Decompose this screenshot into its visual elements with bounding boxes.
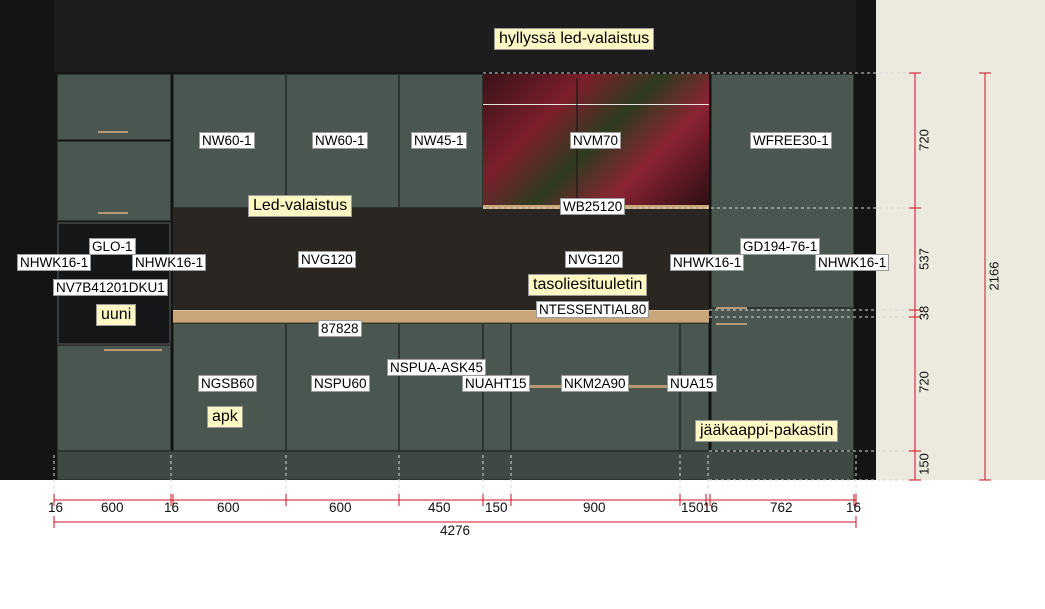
label-nua: NUA15 [667,375,717,392]
label-nkm: NKM2A90 [561,375,629,392]
dim-width-1: 16 [48,500,64,515]
dim-height-4: 720 [916,371,932,393]
tall-cabinet-top-door[interactable] [57,74,171,140]
label-wb25120: WB25120 [560,198,626,215]
dim-width-10: 16 [703,500,719,515]
ceiling-area [54,0,856,72]
dim-height-total: 2166 [986,261,1002,291]
fridge-handle [716,323,747,325]
label-nhwk-1: NHWK16-1 [17,254,92,271]
dim-height-1: 720 [916,129,932,151]
tall-cabinet-mid-door[interactable] [57,141,171,221]
door-handle [98,131,128,133]
dim-width-3: 16 [164,500,180,515]
label-led-lighting: Led-valaistus [248,195,353,217]
dim-width-total: 4276 [440,523,471,538]
side-wall [876,0,1045,480]
dim-width-9: 150 [681,500,704,515]
tall-cabinet-bottom-door[interactable] [57,345,171,451]
label-ngsb: NGSB60 [198,375,258,392]
label-fridge: jääkaappi-pakastin [695,420,839,442]
dim-width-7: 150 [485,500,508,515]
shelf-line [483,104,709,105]
label-shelf-led: hyllyssä led-valaistus [494,28,655,50]
label-nhwk-2: NHWK16-1 [132,254,207,271]
label-nhwk-3: NHWK16-1 [670,254,745,271]
label-ntessential: NTESSENTIAL80 [536,301,650,318]
label-nvg-right: NVG120 [565,251,623,268]
label-nuaht: NUAHT15 [462,375,530,392]
label-nspua: NSPUA-ASK45 [387,359,487,376]
dim-width-4: 600 [217,500,240,515]
dim-width-5: 600 [329,500,352,515]
dim-width-11: 762 [770,500,793,515]
label-hood: tasoliesituuletin [528,274,648,296]
door-handle [98,212,128,214]
dim-height-3: 38 [916,305,932,321]
label-worktop: 87828 [318,320,362,337]
dim-width-8: 900 [583,500,606,515]
label-oven: uuni [96,304,137,326]
label-nw45: NW45-1 [411,132,467,149]
label-nvm70: NVM70 [570,132,622,149]
label-nspu: NSPU60 [311,375,370,392]
label-nhwk-4: NHWK16-1 [815,254,890,271]
label-nvg-left: NVG120 [298,251,356,268]
label-nw60-left: NW60-1 [199,132,255,149]
plinth [57,451,854,480]
dim-height-2: 537 [916,248,932,270]
label-apk: apk [207,406,243,428]
label-glo: GLO-1 [89,238,136,255]
dim-height-5: 150 [916,453,932,475]
dim-width-12: 16 [846,500,862,515]
label-wfree: WFREE30-1 [750,132,832,149]
label-gd: GD194-76-1 [740,238,821,255]
label-nw60-right: NW60-1 [312,132,368,149]
dim-width-6: 450 [428,500,451,515]
fridge-handle [716,307,747,309]
door-handle [104,349,162,351]
label-nv7: NV7B41201DKU1 [53,279,168,296]
dim-width-2: 600 [101,500,124,515]
